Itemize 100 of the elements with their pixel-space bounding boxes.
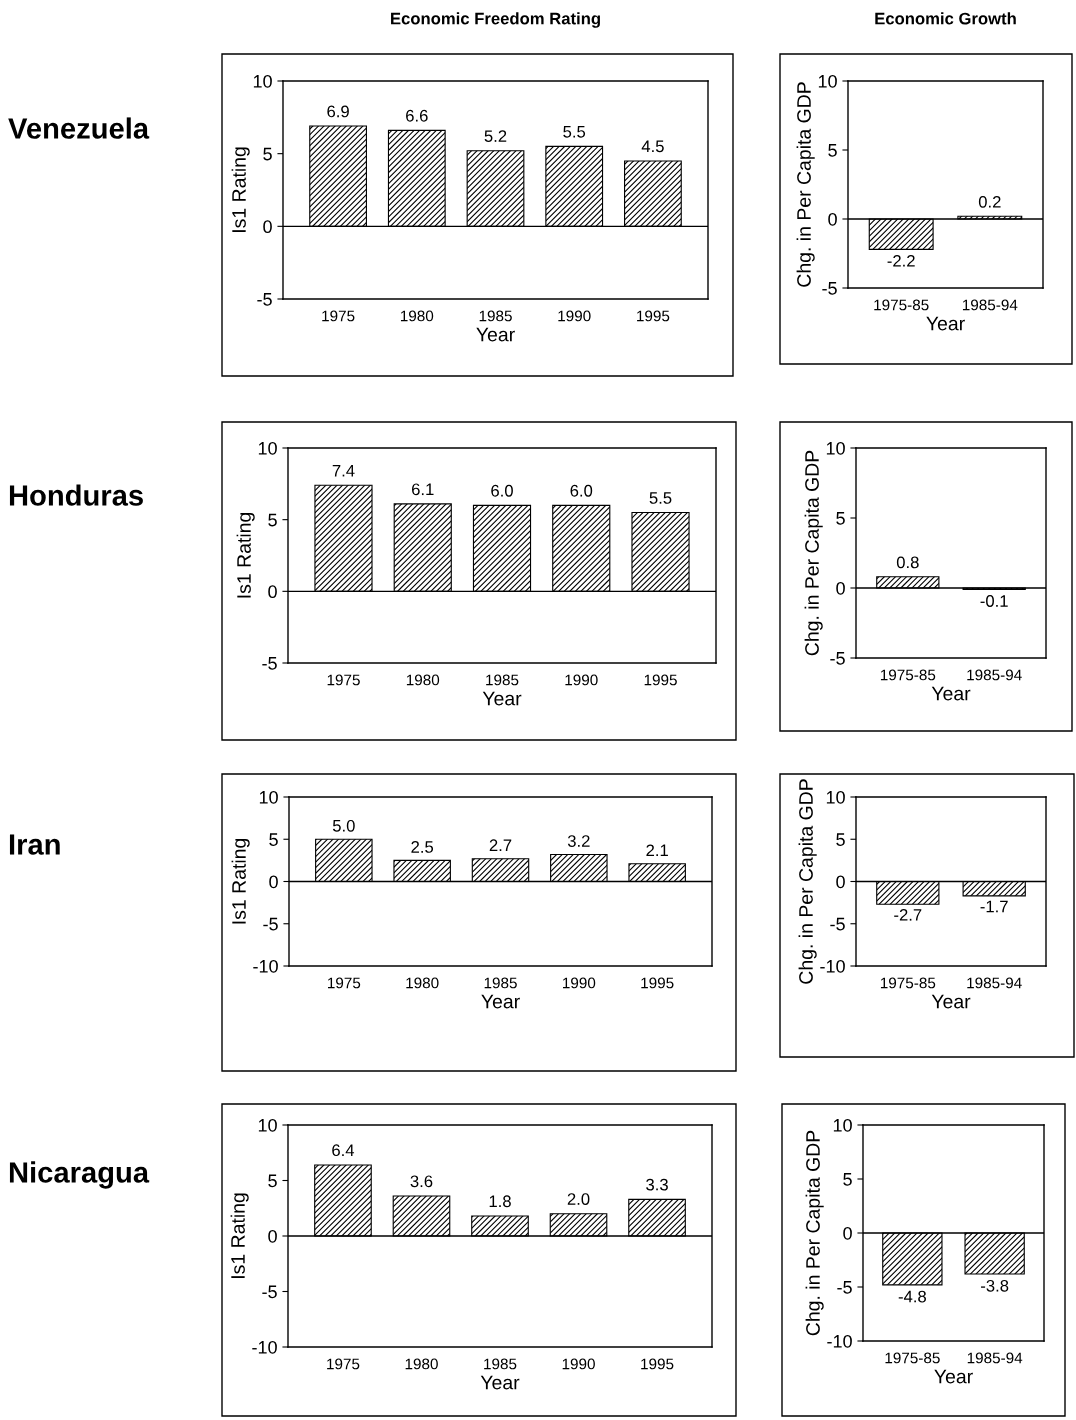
data-label: 6.1 xyxy=(412,483,434,496)
y-tick-label: 0 xyxy=(268,585,277,599)
y-tick-label: 0 xyxy=(836,581,845,595)
x-tick-label: 1980 xyxy=(405,1358,438,1370)
y-axis-title: Chg. in Per Capita GDP xyxy=(804,450,823,656)
x-tick-label: 1985 xyxy=(486,674,519,686)
data-label: 0.8 xyxy=(896,556,919,569)
y-tick-label: -5 xyxy=(822,282,837,295)
y-tick-label: 0 xyxy=(269,875,278,889)
data-label: 0.2 xyxy=(978,195,1001,208)
data-label: 6.6 xyxy=(406,109,428,122)
y-tick-label: -5 xyxy=(262,1285,277,1299)
y-tick-label: 10 xyxy=(826,441,845,455)
data-label: -0.1 xyxy=(980,595,1008,607)
data-label: 6.9 xyxy=(327,105,349,118)
x-tick-label: 1995 xyxy=(644,674,677,686)
y-axis-title: Is1 Rating xyxy=(231,147,250,232)
y-tick-label: -5 xyxy=(830,652,845,665)
data-label: 5.5 xyxy=(563,126,586,138)
x-tick-label: 1975-85 xyxy=(880,977,936,989)
y-tick-label: 10 xyxy=(818,74,837,88)
x-tick-label: 1975 xyxy=(322,310,355,322)
y-tick-label: -10 xyxy=(253,959,278,973)
x-tick-label: 1985-94 xyxy=(967,1352,1023,1364)
data-label: 5.5 xyxy=(649,492,672,504)
x-tick-label: 1985-94 xyxy=(967,669,1022,681)
data-label: 4.5 xyxy=(641,140,664,153)
y-tick-label: 10 xyxy=(833,1118,852,1132)
data-label: 3.2 xyxy=(567,835,590,847)
y-tick-label: 5 xyxy=(268,1174,277,1188)
y-tick-label: 5 xyxy=(843,1173,852,1186)
data-label: 2.1 xyxy=(646,844,668,857)
x-tick-label: 1985 xyxy=(484,977,517,989)
x-axis-title: Year xyxy=(476,327,515,342)
x-tick-label: 1995 xyxy=(641,1358,674,1370)
chart-title: Economic Freedom Rating xyxy=(391,12,600,28)
data-label: 2.7 xyxy=(489,839,512,851)
x-tick-label: 1985 xyxy=(484,1358,517,1370)
x-axis-title: Year xyxy=(934,1369,973,1384)
y-tick-label: -5 xyxy=(837,1281,852,1294)
text: Honduras xyxy=(9,484,143,506)
x-tick-label: 1995 xyxy=(637,310,670,322)
x-tick-label: 1975 xyxy=(327,674,360,686)
x-tick-label: 1990 xyxy=(558,310,591,322)
x-axis-title: Year xyxy=(926,316,965,331)
y-tick-label: -10 xyxy=(252,1340,277,1354)
chart-title: Economic Growth xyxy=(875,12,1016,25)
y-tick-label: 10 xyxy=(253,74,272,88)
text: Iran xyxy=(9,834,60,855)
x-axis-title: Year xyxy=(480,1375,520,1390)
y-tick-label: 10 xyxy=(826,790,845,804)
y-tick-label: 0 xyxy=(843,1226,852,1240)
y-tick-label: 5 xyxy=(268,513,277,527)
y-tick-label: 5 xyxy=(269,833,278,846)
y-tick-label: -5 xyxy=(257,293,272,306)
text: Nicaragua xyxy=(9,1161,150,1189)
x-tick-label: 1975 xyxy=(328,977,361,989)
x-axis-title: Year xyxy=(931,686,971,701)
data-label: 3.6 xyxy=(410,1175,433,1188)
x-tick-label: 1975-85 xyxy=(885,1352,940,1364)
x-tick-label: 1980 xyxy=(400,310,434,322)
y-tick-label: -10 xyxy=(820,959,845,973)
y-axis-title: Chg. in Per Capita GDP xyxy=(798,779,817,984)
x-tick-label: 1975-85 xyxy=(880,669,936,681)
y-tick-label: 10 xyxy=(259,790,278,804)
y-tick-label: 0 xyxy=(836,875,845,889)
y-tick-label: 5 xyxy=(836,512,845,525)
y-tick-label: 5 xyxy=(836,833,845,846)
data-label: -4.8 xyxy=(898,1290,926,1303)
y-tick-label: 0 xyxy=(263,220,272,234)
y-tick-label: 0 xyxy=(828,212,837,226)
y-axis-title: Chg. in Per Capita GDP xyxy=(796,82,815,287)
data-label: -2.2 xyxy=(887,254,915,267)
y-tick-label: -5 xyxy=(830,917,845,931)
x-tick-label: 1995 xyxy=(641,977,674,989)
y-tick-label: 0 xyxy=(268,1229,277,1243)
data-label: 5.2 xyxy=(484,130,507,143)
y-tick-label: 5 xyxy=(263,147,272,161)
data-label: 5.0 xyxy=(332,819,355,832)
data-label: -1.7 xyxy=(980,900,1008,913)
data-label: 2.0 xyxy=(567,1193,590,1205)
data-label: 2.5 xyxy=(411,841,434,853)
x-tick-label: 1975 xyxy=(327,1358,360,1370)
data-label: -2.7 xyxy=(894,908,922,921)
x-tick-label: 1990 xyxy=(562,1358,595,1370)
data-label: 7.4 xyxy=(332,464,355,477)
data-label: 6.0 xyxy=(570,484,593,497)
x-tick-label: 1990 xyxy=(565,674,598,686)
x-tick-label: 1985-94 xyxy=(967,977,1022,989)
x-tick-label: 1985-94 xyxy=(962,299,1018,311)
y-tick-label: -5 xyxy=(262,657,277,670)
y-axis-title: Is1 Rating xyxy=(231,838,250,924)
x-tick-label: 1975-85 xyxy=(874,299,929,311)
x-axis-title: Year xyxy=(482,691,522,706)
data-label: -3.8 xyxy=(981,1279,1009,1292)
x-tick-label: 1980 xyxy=(406,674,440,686)
y-tick-label: 10 xyxy=(258,1118,277,1132)
text: Venezuela xyxy=(8,117,150,139)
data-label: 6.4 xyxy=(332,1144,355,1157)
x-axis-title: Year xyxy=(931,994,971,1009)
